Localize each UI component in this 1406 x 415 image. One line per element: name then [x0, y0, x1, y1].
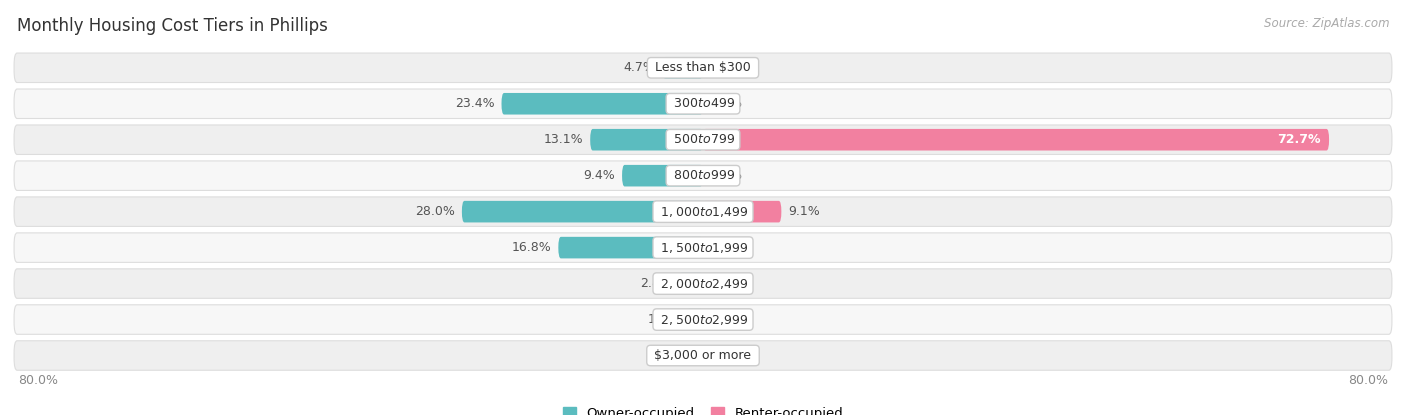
Text: 23.4%: 23.4%	[456, 97, 495, 110]
FancyBboxPatch shape	[621, 165, 703, 186]
Text: 0.0%: 0.0%	[710, 313, 742, 326]
Text: 9.1%: 9.1%	[789, 205, 820, 218]
FancyBboxPatch shape	[14, 197, 1392, 227]
Text: $800 to $999: $800 to $999	[669, 169, 737, 182]
Text: $1,500 to $1,999: $1,500 to $1,999	[657, 241, 749, 255]
Text: $3,000 or more: $3,000 or more	[651, 349, 755, 362]
Text: $2,000 to $2,499: $2,000 to $2,499	[657, 276, 749, 290]
Text: 1.9%: 1.9%	[648, 313, 679, 326]
FancyBboxPatch shape	[502, 93, 703, 115]
Text: 0.0%: 0.0%	[710, 169, 742, 182]
Text: $1,000 to $1,499: $1,000 to $1,499	[657, 205, 749, 219]
Text: 13.1%: 13.1%	[544, 133, 583, 146]
Text: 80.0%: 80.0%	[18, 374, 59, 387]
FancyBboxPatch shape	[703, 129, 1329, 151]
Legend: Owner-occupied, Renter-occupied: Owner-occupied, Renter-occupied	[558, 402, 848, 415]
Text: 80.0%: 80.0%	[1347, 374, 1388, 387]
Text: 2.8%: 2.8%	[640, 277, 672, 290]
FancyBboxPatch shape	[14, 89, 1392, 119]
Text: $500 to $799: $500 to $799	[669, 133, 737, 146]
Text: 0.0%: 0.0%	[664, 349, 696, 362]
FancyBboxPatch shape	[558, 237, 703, 259]
Text: 9.4%: 9.4%	[583, 169, 616, 182]
Text: 4.7%: 4.7%	[624, 61, 655, 74]
Text: 0.0%: 0.0%	[710, 241, 742, 254]
Text: 0.0%: 0.0%	[710, 349, 742, 362]
Text: 28.0%: 28.0%	[415, 205, 456, 218]
FancyBboxPatch shape	[14, 161, 1392, 190]
Text: Source: ZipAtlas.com: Source: ZipAtlas.com	[1264, 17, 1389, 29]
Text: $300 to $499: $300 to $499	[669, 97, 737, 110]
FancyBboxPatch shape	[14, 125, 1392, 154]
FancyBboxPatch shape	[14, 341, 1392, 370]
FancyBboxPatch shape	[14, 305, 1392, 334]
FancyBboxPatch shape	[591, 129, 703, 151]
Text: $2,500 to $2,999: $2,500 to $2,999	[657, 312, 749, 327]
FancyBboxPatch shape	[14, 269, 1392, 298]
FancyBboxPatch shape	[14, 233, 1392, 262]
Text: Less than $300: Less than $300	[651, 61, 755, 74]
Text: 72.7%: 72.7%	[1277, 133, 1320, 146]
Text: 0.0%: 0.0%	[710, 61, 742, 74]
FancyBboxPatch shape	[14, 53, 1392, 83]
FancyBboxPatch shape	[461, 201, 703, 222]
FancyBboxPatch shape	[686, 309, 703, 330]
FancyBboxPatch shape	[703, 201, 782, 222]
Text: 16.8%: 16.8%	[512, 241, 551, 254]
FancyBboxPatch shape	[662, 57, 703, 78]
Text: Monthly Housing Cost Tiers in Phillips: Monthly Housing Cost Tiers in Phillips	[17, 17, 328, 34]
Text: 0.0%: 0.0%	[710, 277, 742, 290]
FancyBboxPatch shape	[679, 273, 703, 294]
Text: 0.0%: 0.0%	[710, 97, 742, 110]
